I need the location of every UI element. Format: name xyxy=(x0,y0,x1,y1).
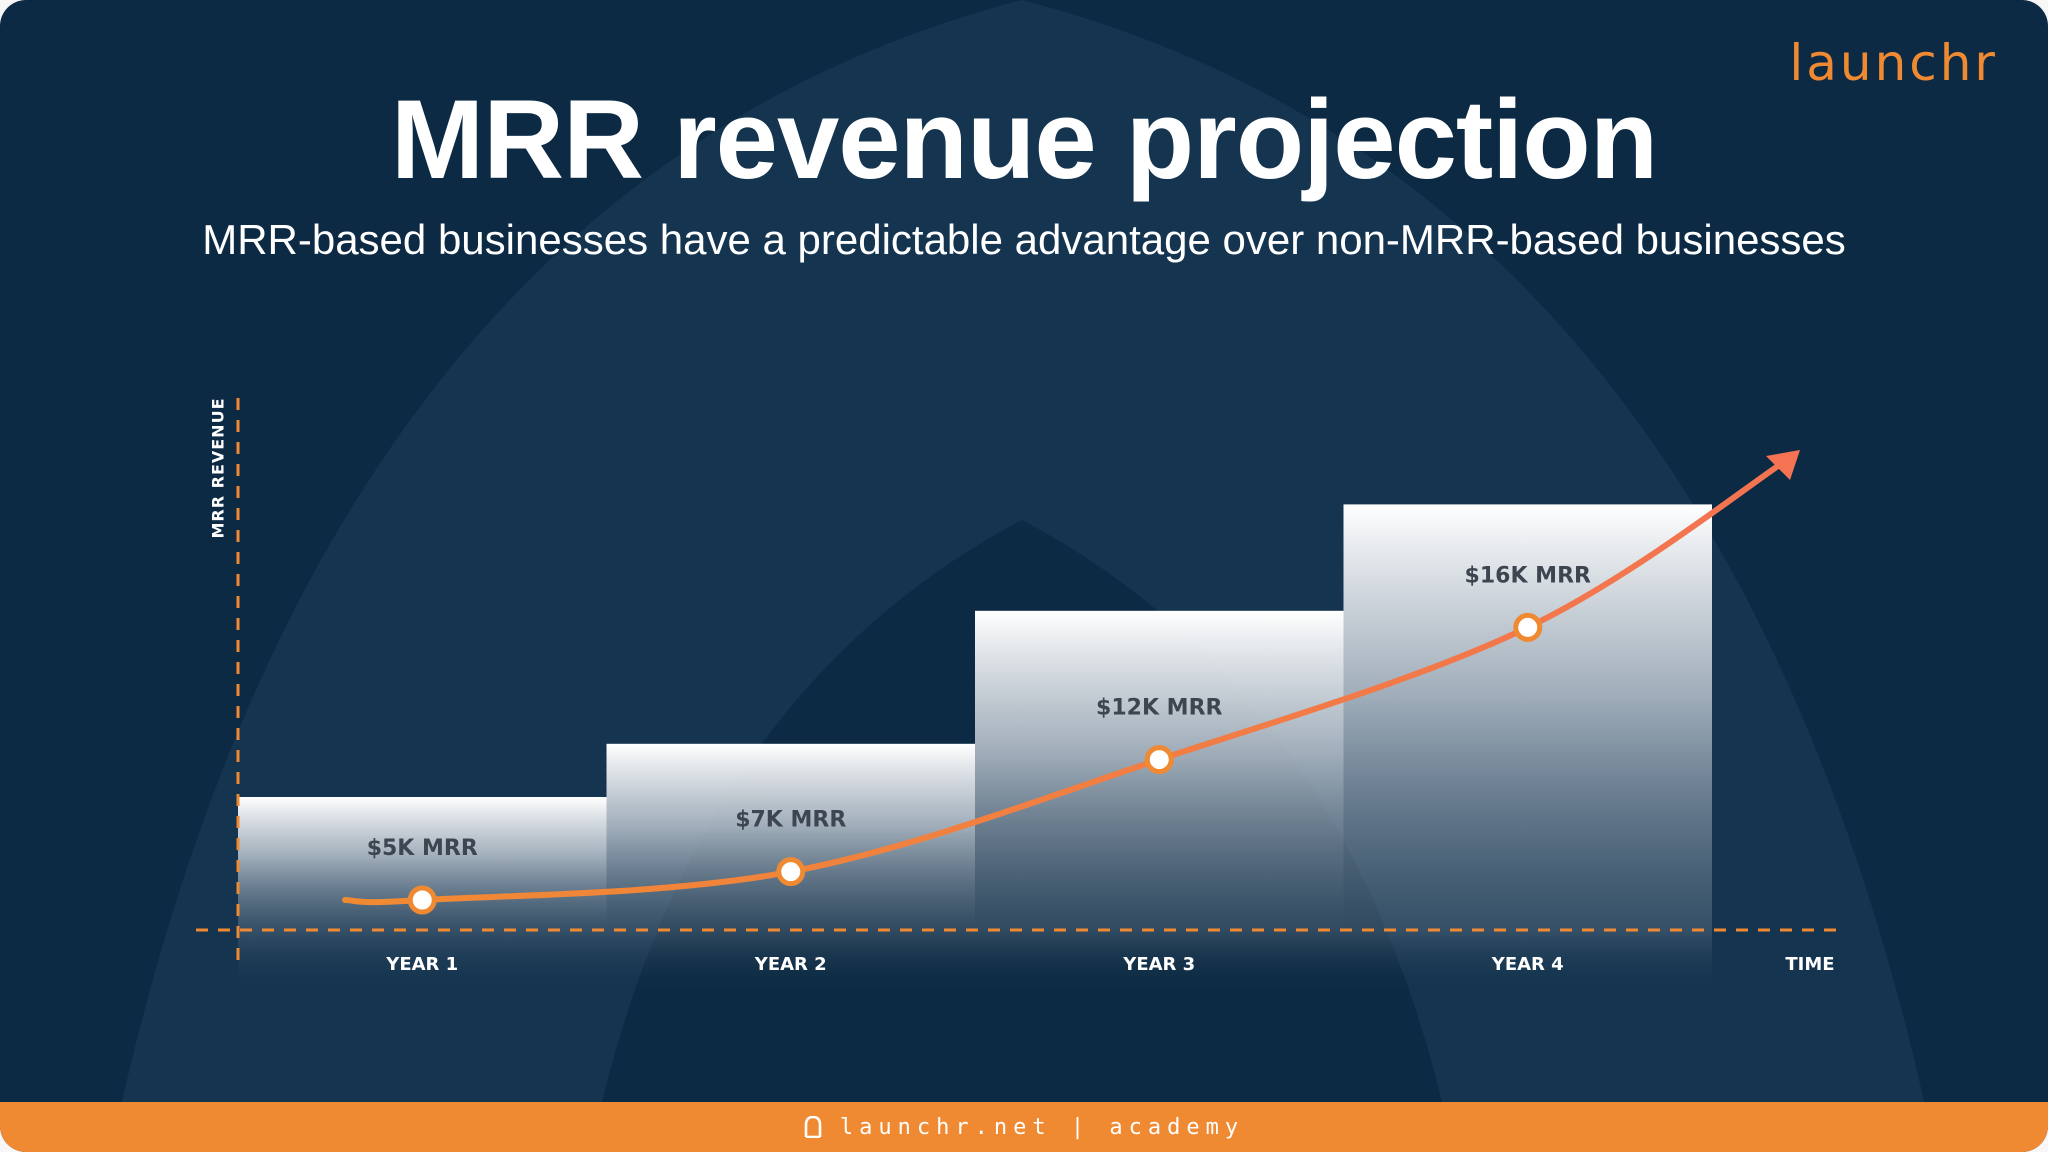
x-tick-label-2: YEAR 2 xyxy=(754,954,827,975)
bar-fade-3 xyxy=(975,930,1344,998)
x-tick-label-1: YEAR 1 xyxy=(385,954,458,975)
data-label-3: $12K MRR xyxy=(1096,696,1222,721)
data-label-1: $5K MRR xyxy=(367,836,478,861)
bar-2 xyxy=(606,743,975,930)
trend-arrow-head xyxy=(1766,450,1800,480)
x-axis-label: TIME xyxy=(1785,954,1834,975)
data-point-2 xyxy=(776,857,806,887)
rocket-icon xyxy=(804,1116,822,1138)
bar-4 xyxy=(1343,504,1712,930)
x-tick-label-3: YEAR 3 xyxy=(1122,954,1195,975)
data-label-4: $16K MRR xyxy=(1465,563,1591,588)
page-title: MRR revenue projection xyxy=(390,77,1658,202)
bar-fade-1 xyxy=(238,930,607,998)
footer-text: launchr.net | academy xyxy=(839,1114,1245,1140)
data-point-4 xyxy=(1513,612,1543,642)
trend-line xyxy=(342,452,1797,906)
data-label-2: $7K MRR xyxy=(735,808,846,833)
bar-fade-2 xyxy=(606,930,975,998)
x-tick-label-4: YEAR 4 xyxy=(1491,954,1564,975)
page-subtitle: MRR-based businesses have a predictable … xyxy=(202,216,1846,263)
data-point-1 xyxy=(407,885,437,915)
launchr-logo: launchr xyxy=(1789,34,1998,92)
bar-fade-4 xyxy=(1343,930,1712,998)
footer-bar: launchr.net | academy xyxy=(0,1102,2048,1152)
data-point-3 xyxy=(1144,745,1174,775)
